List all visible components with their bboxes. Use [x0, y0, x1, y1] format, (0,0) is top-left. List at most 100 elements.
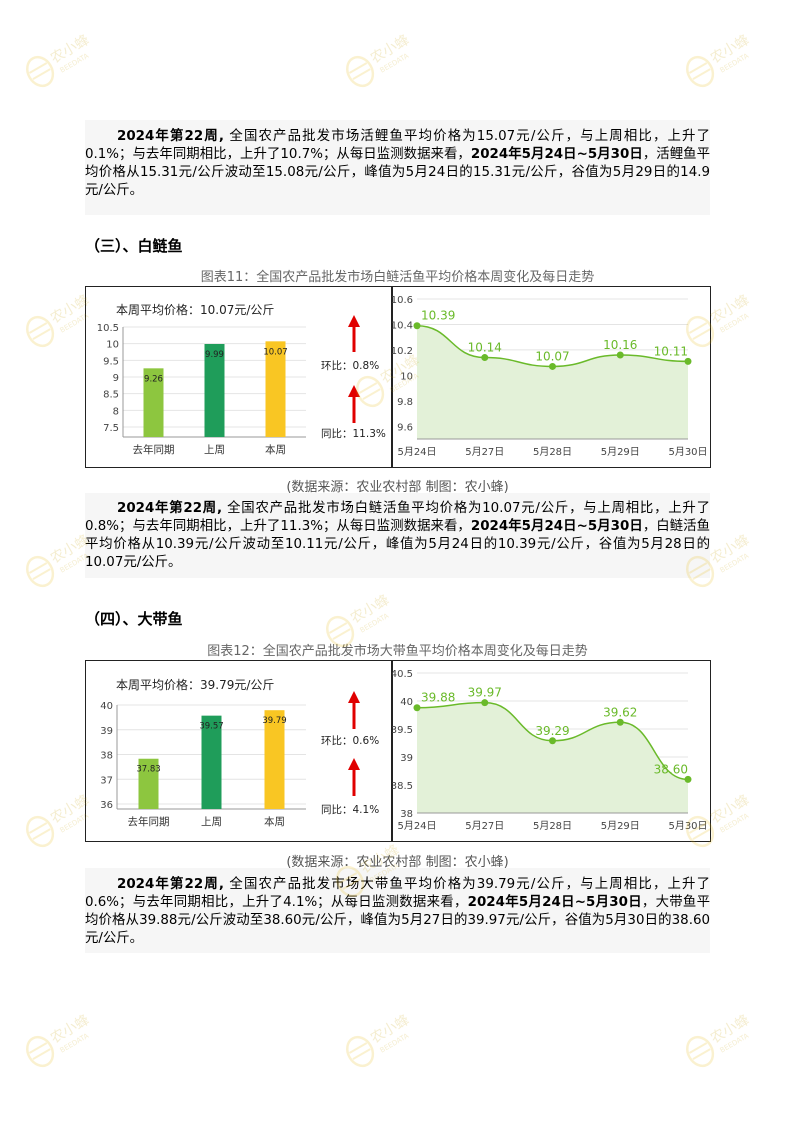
data-point [616, 351, 624, 359]
y-tick-label: 9.8 [397, 397, 413, 408]
line-chart-silver-carp: 9.6 9.8 10 10.2 10.4 10.6 10.39 5月24日 10.14 5月27日… [392, 295, 708, 458]
y-tick-label: 39.5 [392, 725, 413, 736]
y-tick-label: 37 [100, 775, 113, 786]
bar [143, 368, 164, 437]
y-tick-label: 40.5 [392, 669, 413, 680]
figure-divider [391, 287, 393, 467]
bar [201, 715, 222, 809]
date-range: 2024年5月24日~5月30日 [470, 519, 643, 534]
paragraph-carp: 2024年第22周, 全国农产品批发市场活鲤鱼平均价格为15.07元/公斤，与上… [85, 128, 710, 200]
data-label: 39.29 [535, 724, 569, 738]
paragraph-text: ，白鲢活鱼平均价格从10.39元/公斤波动至10.11元/公斤，峰值为5月24日… [85, 519, 710, 570]
y-tick-label: 10 [106, 340, 119, 351]
y-tick-label: 8.5 [103, 390, 119, 401]
data-label: 38.60 [654, 762, 688, 776]
paragraph-text: 全国农产品批发市场大带鱼平均价格为39.79元/公斤，与上周相比，上升了0.6%… [85, 877, 710, 910]
figure-11: 本周平均价格：10.07元/公斤 环比：0.8% 同比：11.3% 7.5 8 8.… [85, 286, 711, 468]
bar [138, 758, 159, 809]
data-point [481, 699, 489, 707]
x-tick-label: 5月27日 [465, 820, 504, 832]
year-over-year-label: 同比：11.3% [321, 427, 386, 440]
y-tick-label: 36 [100, 800, 113, 811]
bar-value-label: 39.79 [262, 716, 286, 726]
section-title-hairtail: （四）、大带鱼 [85, 610, 183, 628]
x-tick-label: 本周 [265, 443, 286, 456]
y-tick-label: 7.5 [103, 423, 119, 434]
paragraph-background [85, 868, 710, 953]
y-tick-label: 8 [113, 406, 119, 417]
line-chart-hairtail: 38 38.5 39 39.5 40 40.5 39.88 5月24日 39.97 5月27日 39… [392, 669, 708, 832]
y-tick-label: 10.4 [392, 320, 413, 331]
paragraph-text: ，活鲤鱼平均价格从15.31元/公斤波动至15.08元/公斤，峰值为5月24日的… [85, 147, 710, 198]
data-label: 10.16 [603, 338, 637, 352]
week-label: 2024年第22周, [117, 129, 224, 144]
figure-caption: 图表11：全国农产品批发市场白鲢活鱼平均价格本周变化及每日走势 [200, 270, 595, 285]
bar-chart-hairtail: 本周平均价格：39.79元/公斤 环比：0.6% 同比：4.1% 36 37 38 3… [100, 677, 379, 828]
figure-divider [391, 661, 393, 841]
figure-source: (数据来源：农业农村部 制图：农小蜂) [286, 480, 509, 495]
x-tick-label: 上周 [201, 816, 222, 828]
figure-source: (数据来源：农业农村部 制图：农小蜂) [286, 855, 509, 870]
data-label: 10.07 [535, 349, 569, 363]
bar-value-label: 10.07 [263, 347, 287, 357]
x-tick-label: 5月30日 [668, 820, 707, 832]
paragraph-text: ，大带鱼平均价格从39.88元/公斤波动至38.60元/公斤，峰值为5月27日的… [85, 895, 710, 946]
y-tick-label: 40 [400, 697, 413, 708]
y-tick-label: 10.5 [97, 323, 119, 334]
data-point [684, 775, 692, 783]
y-tick-label: 10.6 [392, 295, 413, 306]
data-point [413, 322, 421, 330]
data-point [616, 718, 624, 726]
x-tick-label: 5月28日 [533, 446, 572, 458]
x-tick-label: 去年同期 [128, 815, 170, 828]
figure-12: 本周平均价格：39.79元/公斤 环比：0.6% 同比：4.1% 36 37 38 3… [85, 660, 711, 842]
section-title-silver-carp: （三）、白鲢鱼 [85, 237, 183, 255]
year-over-year-label: 同比：4.1% [321, 803, 379, 816]
data-label: 10.39 [421, 309, 455, 323]
arrow-up-icon [348, 758, 360, 796]
bar-value-label: 9.26 [144, 374, 163, 384]
paragraph-text: 全国农产品批发市场白鲢活鱼平均价格为10.07元/公斤，与上周相比，上升了0.8… [85, 501, 710, 534]
paragraph-background [85, 493, 710, 578]
paragraph-hairtail: 2024年第22周, 全国农产品批发市场大带鱼平均价格为39.79元/公斤，与上… [85, 876, 710, 948]
y-tick-label: 39 [400, 753, 413, 764]
data-label: 10.11 [654, 344, 688, 358]
data-label: 10.14 [468, 341, 502, 355]
weekly-average-label: 本周平均价格：39.79元/公斤 [116, 677, 274, 692]
date-range: 2024年5月24日~5月30日 [470, 147, 643, 162]
weekly-average-label: 本周平均价格：10.07元/公斤 [116, 302, 274, 317]
y-tick-label: 38.5 [392, 781, 413, 792]
data-point [549, 737, 556, 745]
bar [264, 710, 285, 809]
x-tick-label: 本周 [264, 815, 285, 828]
bar-value-label: 37.83 [136, 765, 160, 775]
x-tick-label: 5月28日 [533, 820, 572, 832]
paragraph-background [85, 120, 710, 215]
paragraph-text: 全国农产品批发市场活鲤鱼平均价格为15.07元/公斤，与上周相比，上升了0.1%… [85, 129, 710, 162]
week-label: 2024年第22周, [117, 501, 223, 516]
x-tick-label: 5月29日 [601, 820, 640, 832]
x-tick-label: 5月24日 [397, 820, 436, 832]
x-tick-label: 5月27日 [465, 446, 504, 458]
figure-caption: 图表12：全国农产品批发市场大带鱼平均价格本周变化及每日走势 [207, 644, 588, 659]
bar-value-label: 9.99 [205, 350, 224, 360]
x-tick-label: 5月24日 [397, 446, 436, 458]
data-point [481, 354, 489, 362]
data-point [684, 357, 692, 365]
y-tick-label: 9.5 [103, 356, 119, 367]
y-tick-label: 38 [400, 809, 413, 820]
bar [204, 344, 225, 437]
arrow-up-icon [348, 385, 360, 423]
bar-value-label: 39.57 [199, 722, 223, 732]
data-label: 39.97 [468, 686, 502, 700]
x-tick-label: 5月30日 [668, 446, 707, 458]
